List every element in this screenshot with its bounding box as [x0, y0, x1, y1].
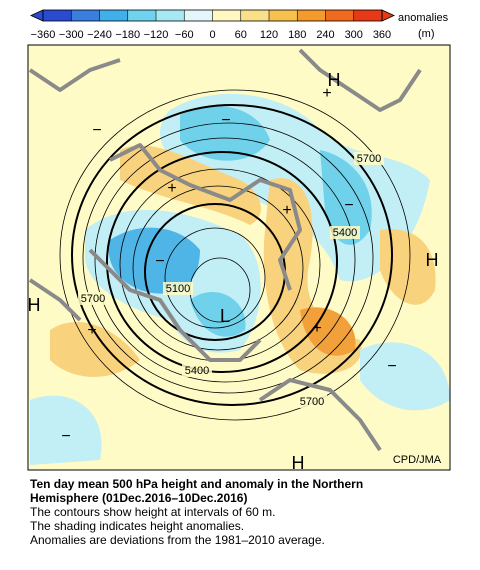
colorbar-arrow: [381, 9, 395, 22]
contour-label: 5700: [300, 396, 324, 408]
caption-title: Ten day mean 500 hPa height and anomaly …: [30, 477, 364, 491]
colorbar-swatch: [269, 10, 298, 21]
contour-label: 5700: [81, 293, 105, 305]
colorbar-tick-label: −240: [87, 29, 112, 41]
contour-label-bg: [354, 152, 384, 165]
colorbar-unit: (m): [418, 28, 435, 40]
center-mark: H: [28, 295, 41, 315]
center-mark: −: [344, 197, 353, 214]
figure: −360 −300 −240 −180 −120 −60 0 60 120 180 240 300 36…: [27, 9, 451, 473]
contour-label: 5400: [333, 227, 357, 239]
colorbar-tick-label: 180: [288, 29, 306, 41]
center-mark: +: [282, 202, 291, 219]
colorbar-tick-label: −300: [59, 29, 84, 41]
caption-line: The contours show height at intervals of…: [30, 505, 276, 519]
center-mark: +: [167, 180, 176, 197]
center-mark: +: [312, 320, 321, 337]
contour-label-bg: [182, 364, 212, 377]
contour-label-bg: [163, 282, 193, 295]
caption-line: The shading indicates height anomalies.: [30, 519, 245, 533]
contour-label: 5400: [185, 365, 209, 377]
colorbar-tick-label: 60: [235, 29, 247, 41]
caption: Ten day mean 500 hPa height and anomaly …: [30, 477, 470, 547]
contour-label-bg: [297, 395, 327, 408]
colorbar-swatch: [325, 10, 355, 21]
colorbar-tick-label: 240: [316, 29, 334, 41]
center-mark: L: [220, 306, 230, 326]
caption-title: Hemisphere (01Dec.2016–10Dec.2016): [30, 491, 248, 505]
colorbar-tick-label: 300: [345, 29, 363, 41]
center-mark: H: [292, 453, 305, 473]
colorbar-swatch: [99, 10, 129, 21]
map-labels: H H H H L 5700 5700 5700 5400 5400 5100 + + + + + − − − − − −: [28, 70, 439, 473]
map-frame: [27, 44, 451, 471]
colorbar-swatch: [240, 10, 270, 21]
center-mark: −: [221, 112, 230, 129]
contour-label: 5700: [357, 153, 381, 165]
colorbar-swatch: [43, 10, 72, 21]
contour-label-bg: [330, 226, 360, 239]
colorbar-swatch: [184, 10, 213, 21]
colorbar-title: anomalies: [398, 12, 449, 24]
center-mark: −: [387, 358, 396, 375]
colorbar-tick-label: 0: [209, 29, 215, 41]
center-mark: +: [87, 322, 96, 339]
colorbar-tick-label: −60: [175, 29, 194, 41]
colorbar-arrow: [30, 9, 44, 22]
center-mark: +: [322, 85, 331, 102]
colorbar-swatch: [353, 10, 383, 21]
map: H H H H L 5700 5700 5700 5400 5400 5100 + + + + + − − − − − −…: [27, 44, 451, 473]
colorbar-tick-label: −360: [31, 29, 56, 41]
colorbar-swatch: [127, 10, 157, 21]
center-mark: H: [328, 70, 341, 90]
colorbar-swatch: [156, 10, 185, 21]
map-credit: CPD/JMA: [393, 454, 442, 466]
center-mark: −: [61, 428, 70, 445]
caption-line: Anomalies are deviations from the 1981–2…: [30, 533, 325, 547]
contour-label: 5100: [166, 283, 190, 295]
center-mark: H: [426, 250, 439, 270]
colorbar-swatch: [297, 10, 326, 21]
colorbar-tick-label: −120: [144, 29, 169, 41]
colorbar-tick-label: 360: [373, 29, 391, 41]
colorbar: −360 −300 −240 −180 −120 −60 0 60 120 180 240 300 36…: [30, 9, 395, 41]
center-mark: −: [155, 253, 164, 270]
center-mark: −: [92, 122, 101, 139]
colorbar-swatch: [212, 10, 242, 21]
contour-label-bg: [78, 292, 108, 305]
colorbar-swatch: [71, 10, 100, 21]
coastlines: [28, 48, 422, 452]
height-contours: [59, 89, 411, 421]
colorbar-tick-label: 120: [260, 29, 278, 41]
colorbar-tick-label: −180: [115, 29, 140, 41]
